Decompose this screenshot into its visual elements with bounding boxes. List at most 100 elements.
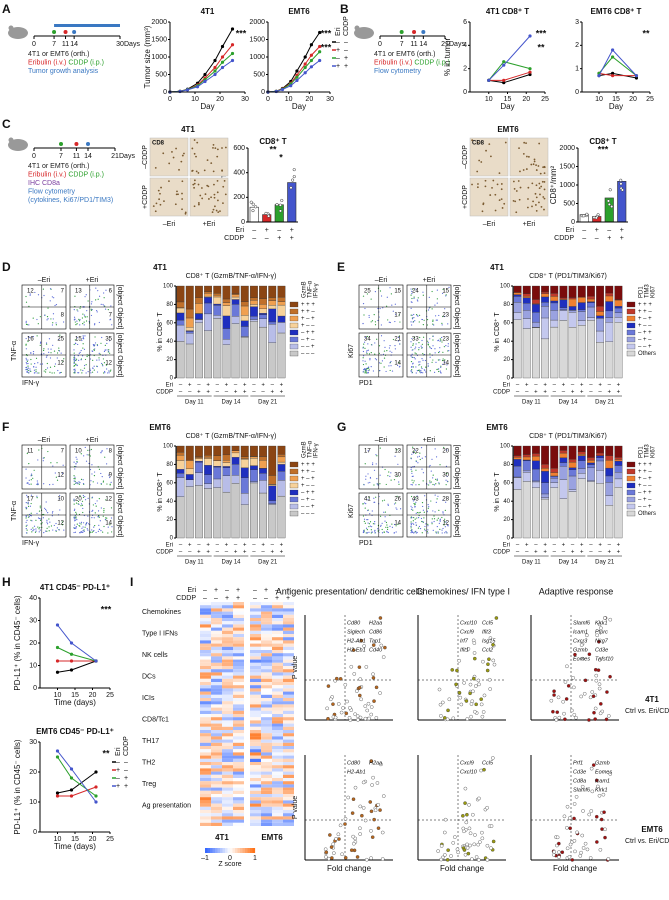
flow-event (39, 507, 41, 509)
row-sign: – (252, 235, 256, 242)
legend-swatch (626, 468, 636, 475)
data-point (295, 78, 299, 83)
stack-segment (577, 325, 586, 379)
flow-event (56, 352, 59, 354)
flow-event (77, 500, 80, 503)
gene-point (351, 834, 355, 839)
heatmap-cell (250, 707, 261, 711)
stack-segment (277, 332, 286, 379)
flow-event (85, 460, 88, 462)
flow-event (443, 315, 446, 318)
heatmap-cell (211, 723, 222, 727)
flow-event (75, 342, 77, 345)
heatmap-cell (272, 790, 283, 794)
gene-point (468, 682, 473, 687)
flow-event (100, 342, 102, 344)
heatmap-cell (283, 765, 294, 769)
heatmap-cell (250, 659, 261, 663)
flow-event (84, 358, 87, 361)
gene-point (454, 682, 458, 687)
flow-event (434, 371, 436, 373)
heatmap-cell (272, 710, 283, 714)
flow-event (53, 350, 56, 352)
flow-event (76, 323, 78, 325)
heatmap-group: TH2 (142, 759, 155, 766)
ihc-cell (206, 159, 209, 162)
heatmap-cell (283, 810, 294, 814)
stack-segment (550, 468, 559, 473)
data-point (528, 67, 532, 71)
flow-event (418, 349, 420, 351)
flow-event (363, 341, 366, 343)
bar-title: CD8⁺ T (PD1/TIM3/Ki67) (529, 273, 607, 280)
ihc-cell (159, 203, 162, 206)
heatmap-cell (222, 723, 233, 727)
gene-point (565, 804, 570, 809)
gene-point (581, 809, 585, 813)
panel-letter: E (337, 260, 345, 274)
legend-sign: + (344, 63, 348, 70)
row-sign: – (571, 543, 575, 549)
significance: ** (537, 42, 545, 52)
y-tick-label: 80 (503, 302, 510, 308)
gene-point (438, 702, 443, 707)
legend-head: TNF-α (308, 280, 314, 298)
stack-segment (568, 467, 577, 470)
flow-event (84, 446, 86, 449)
heatmap-cell (283, 736, 294, 740)
heatmap-cell (272, 672, 283, 676)
heatmap-cell (233, 810, 244, 814)
quadrant-value: 7 (109, 313, 113, 319)
legend-sign: – (336, 55, 340, 62)
legend-swatch (289, 503, 299, 510)
flow-event (414, 518, 416, 520)
stack-segment (568, 327, 577, 379)
stack-segment (176, 473, 185, 478)
heatmap-cell (261, 698, 272, 702)
timeline-label: 11 (62, 41, 69, 48)
heatmap-cell (233, 717, 244, 721)
flow-event (52, 529, 54, 531)
row-sign: – (607, 227, 611, 234)
flow-event (27, 516, 30, 518)
flow-event (76, 481, 78, 484)
gene-point (570, 708, 574, 713)
y-tick-label: 40 (503, 499, 510, 505)
heatmap-cell (283, 694, 294, 698)
flow-event (370, 298, 372, 300)
heatmap-cell (200, 691, 211, 695)
scale-cell (215, 848, 218, 853)
flow-event (439, 347, 441, 349)
gene-point (583, 841, 588, 846)
stack-segment (259, 445, 268, 457)
gene-label: Icam1 (573, 629, 588, 635)
flow-event (73, 360, 75, 362)
stack-segment (614, 465, 623, 473)
flow-event (76, 519, 78, 521)
heatmap-cell (250, 730, 261, 734)
heatmap-cell (211, 739, 222, 743)
heatmap-cell (200, 822, 211, 826)
flow-event (379, 290, 382, 292)
flow-event (74, 371, 76, 373)
legend-head: PD1 (639, 446, 645, 458)
flow-event (37, 517, 40, 519)
heatmap-cell (283, 682, 294, 686)
stack-segment (550, 319, 559, 328)
data-point (634, 76, 639, 80)
stack-segment (531, 285, 540, 300)
flow-event (368, 523, 371, 525)
heatmap-cell (200, 797, 211, 801)
ihc-cell (542, 196, 545, 198)
gene-point (364, 665, 369, 669)
flow-event (385, 483, 387, 486)
gene-point (359, 697, 363, 702)
flow-event (374, 291, 376, 293)
flow-event (74, 531, 77, 533)
y-tick-label: 0 (261, 89, 265, 96)
heatmap-cell (233, 682, 244, 686)
heatmap-cell (200, 774, 211, 778)
data-point (230, 58, 235, 63)
ihc-cell (212, 144, 215, 146)
ihc-cell (217, 211, 220, 214)
